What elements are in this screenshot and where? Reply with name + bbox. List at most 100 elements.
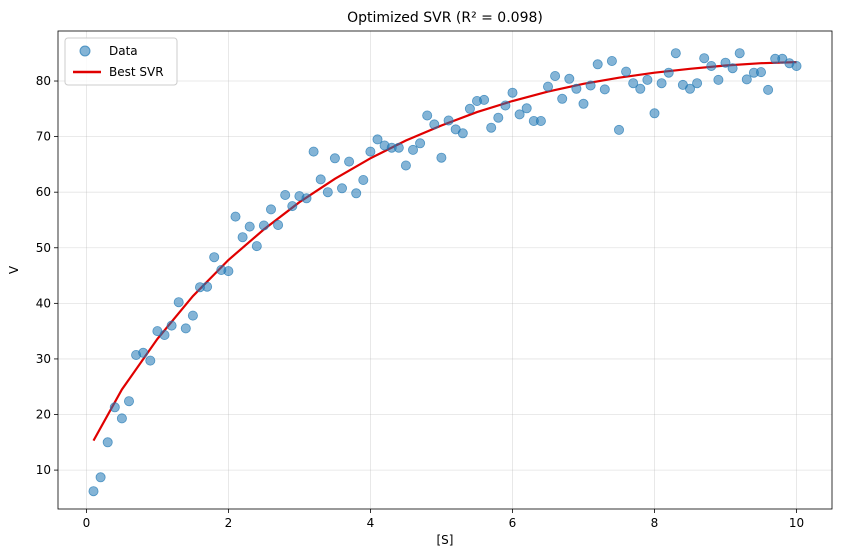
data-point — [614, 124, 625, 135]
data-point — [400, 160, 411, 171]
x-tick-label: 0 — [83, 516, 91, 530]
data-point — [209, 252, 220, 263]
legend: Data Best SVR — [64, 37, 178, 86]
data-point — [706, 61, 717, 72]
data-point — [777, 53, 788, 64]
data-point — [464, 103, 475, 114]
data-point — [422, 110, 433, 121]
data-point — [514, 109, 525, 120]
data-point — [336, 183, 347, 194]
legend-label-fit: Best SVR — [109, 65, 164, 79]
data-point — [663, 67, 674, 78]
data-point — [145, 355, 156, 366]
legend-marker-data — [79, 45, 91, 57]
data-point — [230, 211, 241, 222]
data-point — [486, 122, 497, 133]
data-point — [443, 115, 454, 126]
data-point — [436, 152, 447, 163]
data-point — [571, 83, 582, 94]
data-point — [88, 486, 99, 497]
data-point — [457, 128, 468, 139]
data-point — [329, 153, 340, 164]
data-point — [102, 437, 113, 448]
data-point — [202, 281, 213, 292]
y-tick-label: 30 — [36, 352, 51, 366]
data-point — [166, 320, 177, 331]
data-point — [393, 142, 404, 153]
y-tick-label: 50 — [36, 241, 51, 255]
data-point — [592, 59, 603, 70]
data-point — [635, 83, 646, 94]
data-point — [308, 146, 319, 157]
data-point — [642, 74, 653, 85]
data-point — [351, 188, 362, 199]
grid — [58, 31, 832, 509]
data-point — [550, 71, 561, 82]
y-tick-label: 70 — [36, 130, 51, 144]
x-tick-label: 6 — [509, 516, 517, 530]
y-axis: 10 20 30 40 50 60 70 80 — [36, 74, 58, 477]
data-point — [621, 66, 632, 77]
data-point — [756, 67, 767, 78]
y-tick-label: 60 — [36, 185, 51, 199]
data-point — [124, 396, 135, 407]
data-point — [685, 83, 696, 94]
data-point — [670, 48, 681, 59]
plot-frame — [57, 30, 833, 510]
data-point — [500, 100, 511, 111]
data-point — [407, 144, 418, 155]
data-point — [159, 329, 170, 340]
y-tick-label: 80 — [36, 74, 51, 88]
data-point — [429, 119, 440, 130]
x-tick-label: 4 — [367, 516, 375, 530]
data-point — [358, 174, 369, 185]
data-point — [479, 94, 490, 105]
data-point — [415, 138, 426, 149]
data-point — [244, 221, 255, 232]
data-point — [507, 87, 518, 98]
data-point — [322, 187, 333, 198]
x-tick-label: 10 — [789, 516, 804, 530]
data-point — [720, 57, 731, 68]
data-point — [265, 204, 276, 215]
data-point — [521, 103, 532, 114]
y-tick-label: 20 — [36, 408, 51, 422]
data-point — [372, 134, 383, 145]
data-point — [493, 112, 504, 123]
data-point — [763, 84, 774, 95]
legend-label-data: Data — [109, 44, 138, 58]
data-point — [727, 63, 738, 74]
data-point — [95, 472, 106, 483]
data-point — [187, 310, 198, 321]
y-axis-label: V — [7, 265, 21, 274]
data-point — [557, 93, 568, 104]
data-point — [173, 297, 184, 308]
data-point — [273, 219, 284, 230]
data-point — [656, 78, 667, 89]
data-point — [251, 241, 262, 252]
data-point — [692, 78, 703, 89]
points-layer — [88, 48, 802, 497]
x-tick-label: 8 — [651, 516, 659, 530]
legend-box — [64, 37, 178, 86]
data-point — [713, 74, 724, 85]
data-point — [649, 108, 660, 119]
data-point — [138, 347, 149, 358]
chart-title: Optimized SVR (R² = 0.098) — [347, 10, 543, 26]
x-axis-label: [S] — [437, 533, 454, 547]
data-point — [344, 156, 355, 167]
data-point — [223, 266, 234, 277]
data-point — [258, 220, 269, 231]
x-tick-label: 2 — [225, 516, 233, 530]
data-point — [109, 402, 120, 413]
data-point — [365, 146, 376, 157]
data-point — [606, 56, 617, 67]
y-tick-label: 10 — [36, 463, 51, 477]
data-point — [564, 73, 575, 84]
data-point — [578, 98, 589, 109]
data-point — [237, 232, 248, 243]
data-point — [180, 323, 191, 334]
data-point — [585, 80, 596, 91]
x-axis: 0 2 4 6 8 10 — [83, 509, 804, 530]
